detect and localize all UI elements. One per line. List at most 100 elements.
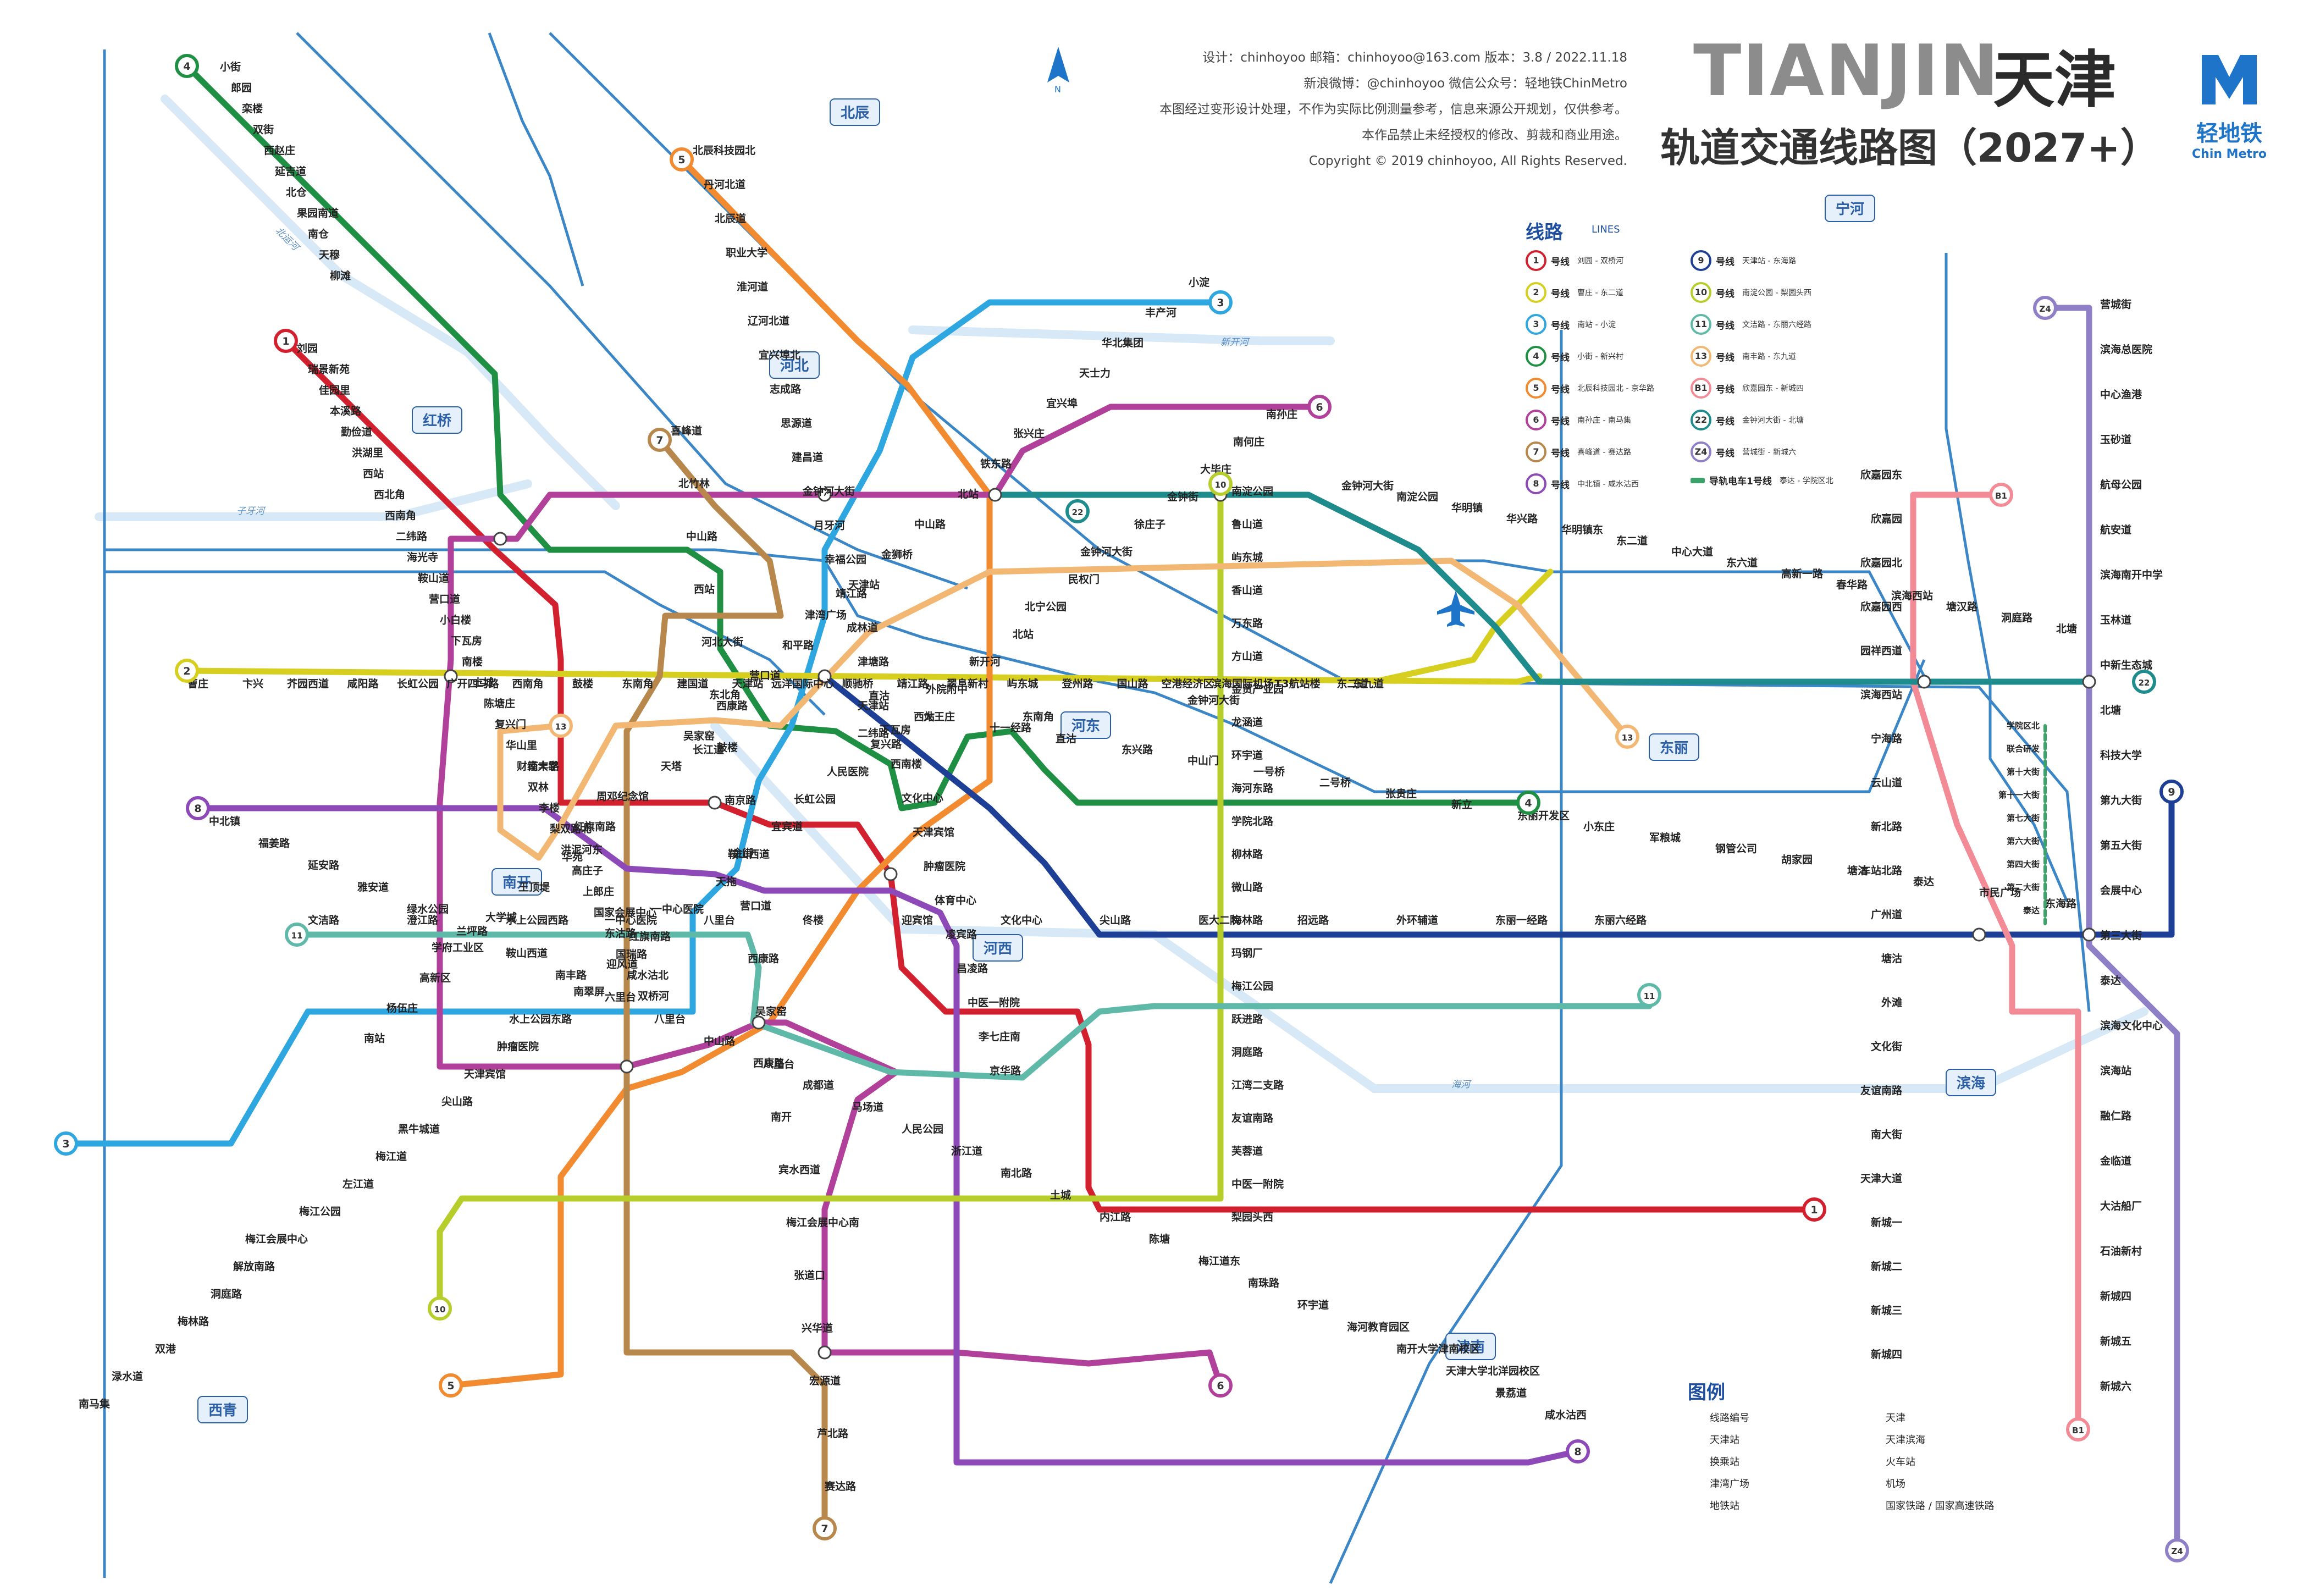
station-label: 金钟河大街 [1187,694,1240,706]
station-label: 方山道 [1231,650,1263,662]
station-label: 京华路 [990,1064,1021,1077]
station-label: 六里台 [605,991,636,1003]
station-label: 高新一路 [1781,567,1824,580]
station-label: 洪泥河东 [561,843,603,856]
station-label: 雅安道 [357,881,389,893]
station-label: 滨海西站 [1891,589,1933,602]
station-label: 肿瘤医院 [497,1040,539,1053]
line-4 [184,63,1532,811]
svg-text:Z4: Z4 [2039,304,2051,314]
legend-line-item: 13 号线 南丰路 - 东九道 [1691,346,1796,367]
line-5-badge: 5 [670,147,694,172]
station-label: 北竹林 [678,477,710,490]
station-label: 张道口 [794,1269,825,1282]
station-label: 南京路 [725,794,756,807]
district-nankai: 南开 [502,875,531,891]
station-label: 王顶堤 [518,881,550,893]
station-label: 华明镇 [1451,501,1483,514]
station-label: 金钟河大街 [1080,545,1133,558]
station-label: 东九道 [1352,677,1384,690]
station-label: 中山路 [914,518,946,531]
station-label: 北塘 [2100,704,2121,716]
district-dongli: 东丽 [1660,739,1688,756]
station-label: 浙江道 [951,1145,982,1157]
station-label: 鞍山西道 [506,947,548,959]
station-label: 黑牛城道 [398,1123,440,1135]
station-label: 南珠路 [1248,1277,1280,1289]
station-label: 淮河道 [737,280,768,293]
station-label: 环宇道 [1231,749,1263,761]
station-label: 中新生态城 [2100,659,2152,671]
station-label: 喜峰道 [671,424,702,437]
station-label: 思源道 [781,417,812,429]
station-label: 一中心医院 [605,914,657,926]
station-label: 中山门 [1187,754,1219,767]
interchange-tianjinzhan [817,669,832,683]
legend-line-item: 8 号线 中北镇 - 咸水沽西 [1526,473,1639,494]
station-label: 水上公园西路 [506,914,569,926]
line-7 [623,437,828,1532]
district-jinnan: 津南 [1456,1339,1485,1356]
legend-line-item: 2 号线 曹庄 - 东二道 [1526,282,1623,303]
station-label: 迎风道 [606,958,638,970]
station-label: 小白楼 [440,614,471,626]
credit-line: 设计：chinhoyoo 邮箱：chinhoyoo@163.com 版本：3.8… [1202,51,1627,65]
station-label: 顺驰桥 [842,677,874,690]
station-label: 尖山路 [1100,914,1131,926]
station-label: 滨海国际机场 [1211,677,1274,690]
station-label: 渌水道 [112,1370,143,1383]
station-label: 滨海西站 [1860,688,1902,701]
credit-line: 新浪微博：@chinhoyoo 微信公众号：轻地铁ChinMetro [1303,76,1627,91]
station-label: 解放南路 [233,1260,275,1273]
station-label: 月牙河 [813,520,845,532]
station-label: 北站 [1013,628,1034,640]
station-label: 下瓦房 [451,634,482,647]
station-label: 南大街 [1871,1128,1902,1141]
key-title: 图例 [1688,1382,1725,1404]
station-label: 宏源道 [809,1374,841,1387]
station-label: 营口道 [429,593,460,605]
line-22-badge: 22 [1065,499,1090,523]
station-label: 南翠屏 [573,986,605,998]
station-label: 成林道 [847,621,878,634]
metro-lines [63,63,2180,1554]
station-label: 澄江路 [407,914,439,926]
station-label: 赛达路 [824,1480,857,1493]
station-label: 津塘路 [858,655,890,668]
station-label: 万东路 [1231,617,1263,629]
brand-en: Chin Metro [2192,147,2267,161]
interchange-xiawafang [883,867,898,881]
station-label: 西南楼 [891,758,922,770]
station-label: 南何庄 [1233,435,1264,448]
station-label: 幸福公园 [825,553,866,566]
station-label: 鲁山道 [1231,518,1263,531]
svg-text:5: 5 [447,1380,454,1392]
line-11-badge: 11 [1637,983,1661,1007]
svg-text:8: 8 [194,803,201,815]
station-label: 吴家窑 [755,1005,787,1018]
district-beichen: 北辰 [841,105,869,122]
station-label: 铁东路 [980,457,1012,470]
line-Z4-badge: Z4 [2033,296,2057,320]
station-label: 华明镇东 [1561,523,1603,536]
station-label: 车站北路 [1860,864,1903,877]
station-label: 东北角 [709,688,741,701]
station-label: 泰达 [2023,905,2040,915]
station-label: 宜宾道 [771,820,803,833]
station-label: 外院附中 [926,683,968,695]
station-label: 西站 [363,467,384,480]
station-label: 江湾二支路 [1231,1079,1284,1091]
station-label: 南丰路 [555,969,587,981]
station-label: 体育中心 [935,894,976,907]
svg-text:6: 6 [1217,1380,1224,1392]
legend-title: 线路 [1526,222,1563,244]
line-6-badge: 6 [1307,395,1332,419]
district-hebei: 河北 [780,358,809,374]
station-label: 靖江路 [836,587,868,600]
station-label: 欣嘉园西 [1860,600,1902,613]
station-label: 尖山路 [441,1095,473,1108]
station-label: 栾楼 [241,102,263,115]
line-8 [195,805,1581,1466]
airport-icon [1437,590,1474,627]
station-label: 东南角 [1023,710,1054,723]
